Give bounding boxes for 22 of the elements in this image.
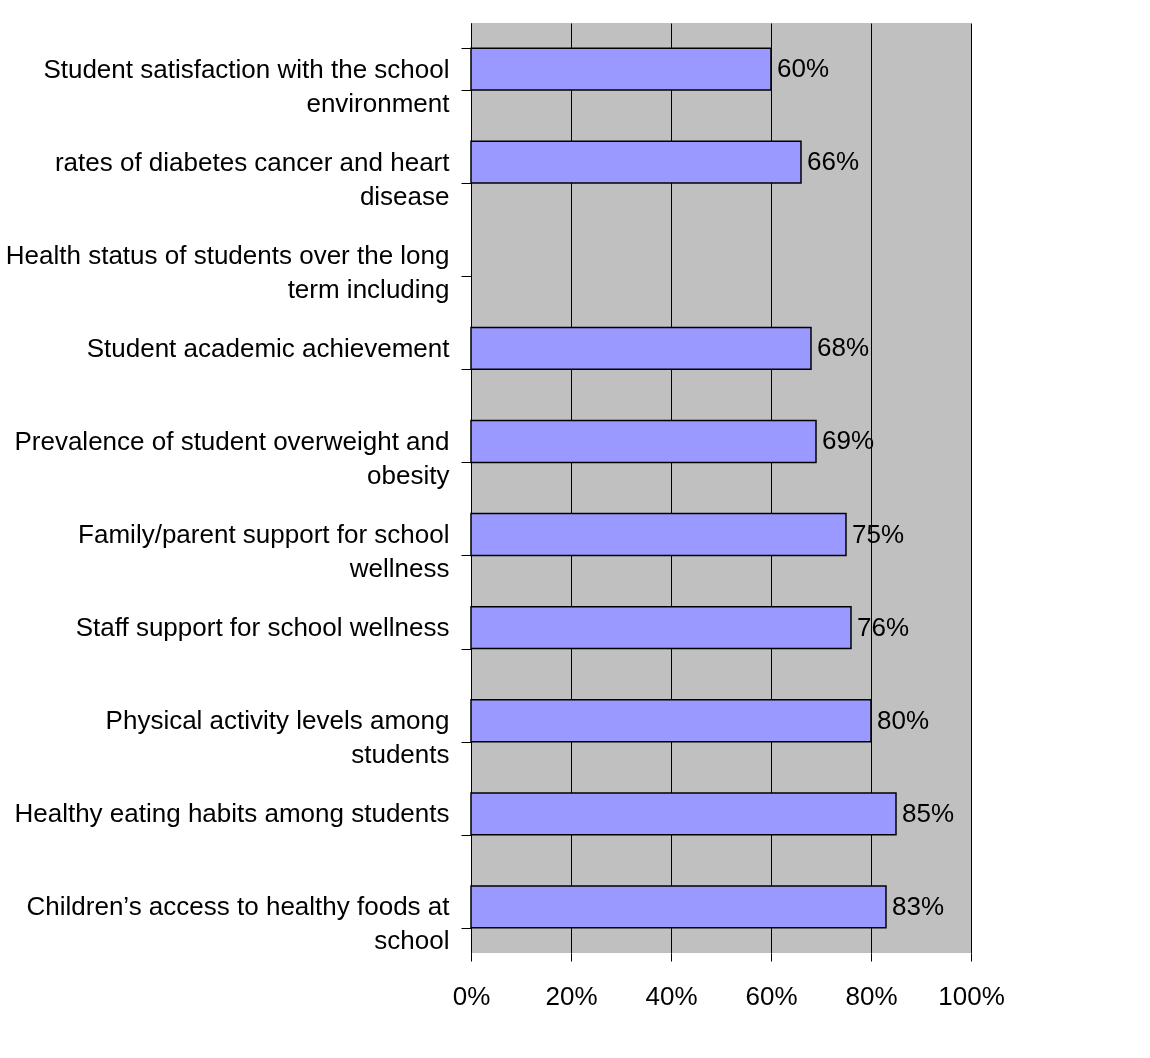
- y-tick-label: Student satisfaction with the school environment: [43, 53, 451, 118]
- y-tick-label: Children’s access to healthy foods at school: [26, 891, 451, 956]
- x-tick-label: 40%: [645, 980, 698, 1011]
- y-tick-label: Staff support for school wellness: [75, 612, 450, 643]
- data-label: 68%: [817, 332, 870, 363]
- y-tick-label: rates of diabetes cancer and heart disease: [54, 146, 451, 211]
- data-label: 83%: [892, 890, 945, 921]
- y-tick-label: Student academic achievement: [86, 332, 451, 363]
- y-tick-label: Healthy eating habits among students: [14, 798, 450, 829]
- y-tick-label: Physical activity levels among students: [105, 705, 450, 770]
- data-label: 85%: [902, 797, 955, 828]
- x-tick-label: 80%: [845, 980, 898, 1011]
- data-label: 66%: [807, 146, 860, 177]
- x-tick-label: 0%: [452, 980, 491, 1011]
- y-tick-label: Health status of students over the long term including: [5, 239, 450, 304]
- data-label: 60%: [777, 53, 830, 84]
- y-tick-label: Family/parent support for school wellness: [78, 519, 450, 584]
- x-tick-label: 60%: [745, 980, 798, 1011]
- x-tick-label: 100%: [938, 980, 1005, 1011]
- x-tick-label: 20%: [545, 980, 598, 1011]
- y-tick-label: Prevalence of student overweight and obesity: [14, 425, 450, 490]
- data-label: 80%: [877, 704, 930, 735]
